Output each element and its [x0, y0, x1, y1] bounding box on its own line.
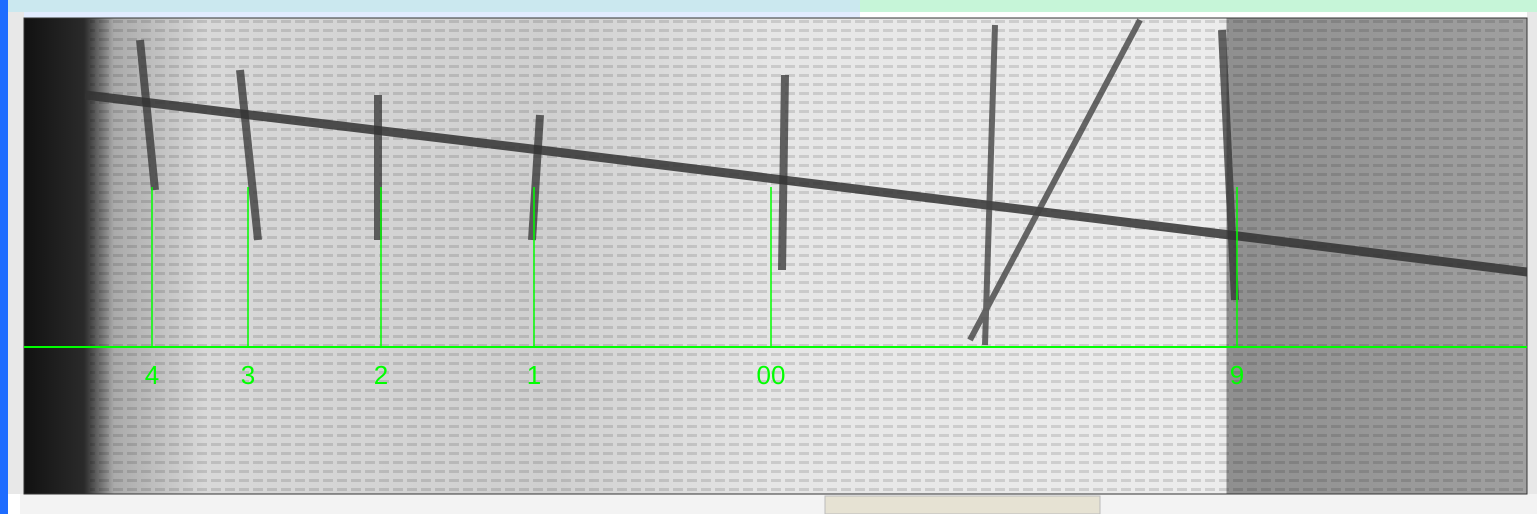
ring-label: 00 [757, 360, 786, 390]
ring-label: 9 [1230, 360, 1244, 390]
ring-label: 4 [145, 360, 159, 390]
ring-label: 1 [527, 360, 541, 390]
ring-label: 3 [241, 360, 255, 390]
left-edge [0, 0, 8, 514]
right-scrollbar[interactable] [1527, 12, 1537, 494]
scroll-thumb[interactable] [825, 496, 1100, 514]
left-scrollbar[interactable] [8, 12, 24, 494]
ring-label: 2 [374, 360, 388, 390]
bottom-scrollbar[interactable] [20, 494, 1537, 514]
ring-texture [90, 18, 1527, 494]
viewer: 4 3 2 1 00 9 [0, 0, 1537, 514]
viewer-window: 4 3 2 1 00 9 [0, 0, 1537, 514]
